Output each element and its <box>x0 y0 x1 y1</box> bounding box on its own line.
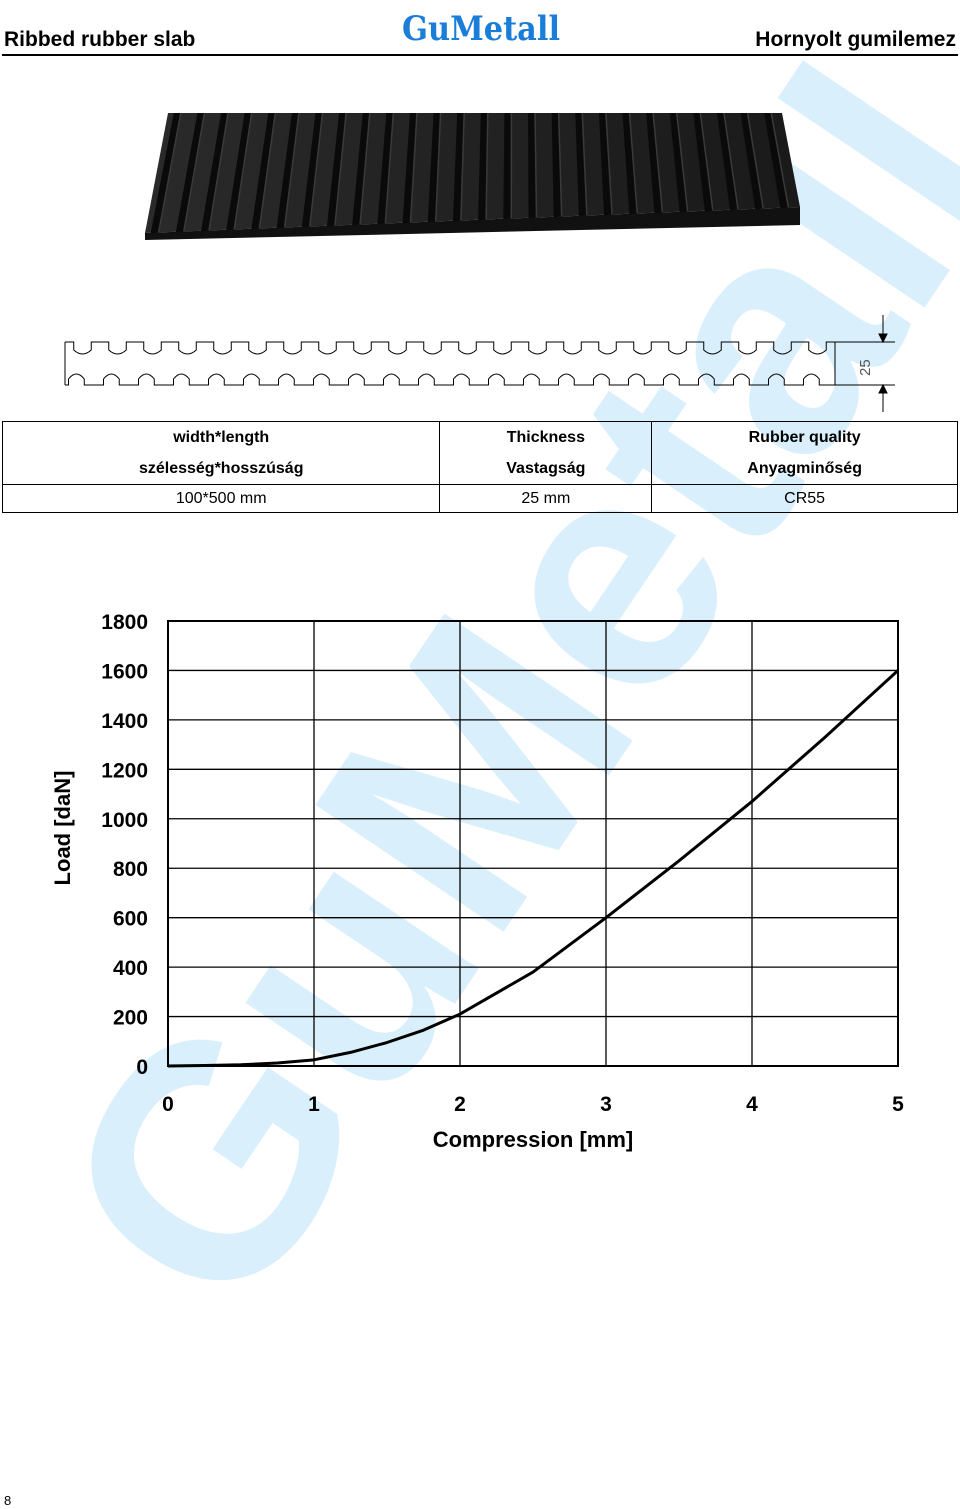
value-thickness: 25 mm <box>439 484 653 513</box>
x-tick-label: 2 <box>454 1093 466 1116</box>
chart-ticks: 0 1 2 3 4 5 0 200 400 600 800 1000 1200 1400 1600 1800 <box>101 611 904 1116</box>
rib-groove <box>352 113 370 226</box>
y-tick-label: 1800 <box>101 611 148 634</box>
load-compression-chart: 0 1 2 3 4 5020040060080010001200140016001800 … <box>50 611 904 1152</box>
rib-highlight <box>409 112 418 223</box>
rib-highlight <box>770 112 790 208</box>
x-tick-label: 1 <box>308 1093 320 1116</box>
header-title-english: Ribbed rubber slab <box>4 28 196 51</box>
rib-highlight <box>581 112 588 216</box>
rib-groove <box>377 113 394 225</box>
rib-highlight <box>557 112 563 217</box>
rib-groove <box>226 113 252 231</box>
rib-highlight <box>652 112 664 213</box>
rib-groove <box>150 113 181 234</box>
header-quality-hu: Anyagminőség <box>651 453 958 485</box>
header-width-length-hu: szélesség*hosszúság <box>1 453 441 485</box>
rib-highlight <box>233 112 253 230</box>
load-curve <box>167 669 900 1068</box>
rib-highlight <box>699 112 714 211</box>
thickness-dimension-label: 25 <box>857 359 874 376</box>
rib-groove <box>326 113 347 227</box>
rib-highlight <box>628 112 638 214</box>
header-title-hungarian: Hornyolt gumilemez <box>755 28 956 51</box>
rib-highlight <box>534 112 538 218</box>
y-tick-label: 600 <box>113 908 148 931</box>
rib-groove <box>175 113 205 233</box>
rib-groove <box>764 113 789 209</box>
rib-groove <box>503 113 512 220</box>
x-axis-label: Compression [mm] <box>433 1127 633 1152</box>
profile-top-edge <box>65 341 835 355</box>
rib-highlight <box>208 112 229 231</box>
chart-grid <box>167 620 899 1067</box>
rib-groove <box>251 113 276 230</box>
plot-frame <box>167 620 899 1067</box>
rib-highlight <box>157 112 182 233</box>
profile-outline <box>64 341 836 386</box>
x-tick-label: 4 <box>746 1093 758 1116</box>
rib-highlight <box>384 112 395 224</box>
logo-text: GuMetall <box>402 9 560 48</box>
rib-groove <box>740 113 764 210</box>
rib-groove <box>276 113 299 229</box>
y-tick-label: 800 <box>113 858 148 881</box>
rib-grooves <box>150 112 790 234</box>
rib-highlight <box>183 112 206 232</box>
rib-groove <box>478 113 488 221</box>
rib-groove <box>669 113 688 213</box>
value-quality: CR55 <box>651 484 958 513</box>
y-tick-label: 1000 <box>101 809 148 832</box>
specs-table: width*length Thickness Rubber quality sz… <box>1 421 958 513</box>
rib-groove <box>427 113 441 223</box>
y-tick-label: 400 <box>113 957 148 980</box>
rib-groove <box>716 113 739 211</box>
y-tick-label: 0 <box>136 1056 148 1079</box>
header-thickness-en: Thickness <box>439 421 653 453</box>
y-tick-label: 1600 <box>101 660 148 683</box>
rib-highlight <box>258 112 277 229</box>
rib-groove <box>528 113 537 219</box>
rib-groove <box>622 113 638 215</box>
rib-groove <box>693 113 713 212</box>
x-tick-label: 0 <box>162 1093 174 1116</box>
value-width-length: 100*500 mm <box>1 484 441 513</box>
y-tick-label: 1200 <box>101 759 148 782</box>
x-tick-label: 3 <box>600 1093 612 1116</box>
rib-groove <box>646 113 663 214</box>
header-quality-en: Rubber quality <box>651 421 958 453</box>
page-number: 8 <box>4 1493 12 1508</box>
rib-highlight <box>605 112 613 215</box>
rib-highlight <box>434 112 442 222</box>
y-tick-label: 1400 <box>101 710 148 733</box>
profile-drawing: 25 <box>64 315 895 412</box>
gumetall-logo: GuMetall <box>402 9 560 48</box>
rib-highlight <box>485 112 489 220</box>
rib-highlight <box>746 112 764 209</box>
profile-bottom-edge <box>65 373 835 386</box>
rib-groove <box>598 113 613 216</box>
rib-highlight <box>283 112 300 228</box>
header-width-length-en: width*length <box>1 421 441 453</box>
y-tick-label: 200 <box>113 1007 148 1030</box>
header-thickness-hu: Vastagság <box>439 453 653 485</box>
rib-highlight <box>723 112 739 210</box>
rib-highlight <box>460 112 465 221</box>
rib-highlight <box>309 112 324 227</box>
rib-groove <box>402 113 417 224</box>
header-divider <box>2 54 958 56</box>
y-axis-label: Load [daN] <box>50 771 75 886</box>
product-photo <box>145 112 800 240</box>
rib-groove <box>200 113 229 232</box>
dimension-marker <box>835 315 895 412</box>
rib-highlight <box>334 112 347 226</box>
rib-highlight <box>359 112 371 225</box>
rib-highlight <box>675 112 689 212</box>
chart-series <box>167 669 900 1068</box>
rib-groove <box>301 113 323 228</box>
rib-groove <box>575 113 587 217</box>
x-tick-label: 5 <box>892 1093 904 1116</box>
